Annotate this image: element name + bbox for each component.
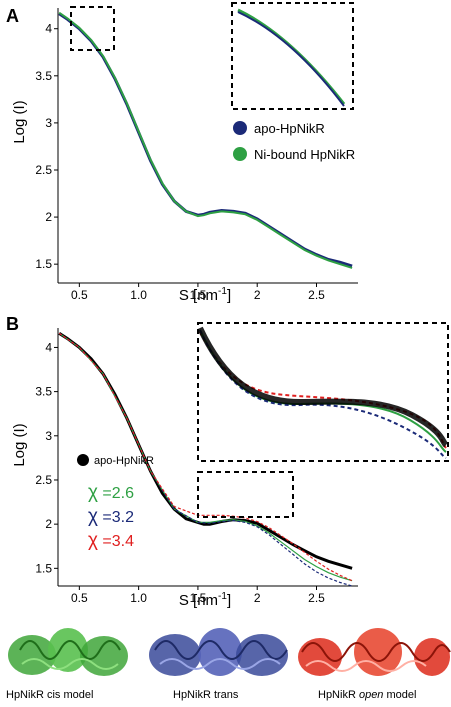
chart-a-xtick-label: 1.0: [130, 288, 147, 302]
chart-a-series-apo-hpnikr: [58, 12, 353, 268]
chart-a-series-ni-bound-hpnikr: [58, 11, 353, 269]
chart-b-inset-box: [197, 322, 449, 462]
chart-a-xtick-label: 2.5: [308, 288, 325, 302]
chart-b-xtick-label: 1.0: [130, 591, 147, 605]
chi-open: χ =3.4: [88, 530, 134, 551]
chart-a-ylabel: Log (I): [11, 100, 28, 143]
chart-a-ytick-label: 4: [45, 22, 52, 36]
chart-b-xtick-label: 1.5: [190, 591, 207, 605]
chart-b-ytick-label: 1.5: [35, 561, 52, 575]
chart-a-ytick-label: 2.5: [35, 163, 52, 177]
chart-b-xtick-label: 2: [254, 591, 261, 605]
legend-b-apo-label: apo-HpNikR: [94, 455, 154, 467]
chart-a-xlabel: S [nm-1]: [179, 286, 231, 304]
chi-cis: χ =2.6: [88, 482, 134, 503]
legend-a-ni-label: Ni-bound HpNikR: [254, 147, 355, 162]
inset-b-data-curve: [197, 326, 449, 448]
chart-b-zoom-box: [197, 471, 294, 518]
caption-cis-model: HpNikR cis model: [6, 689, 94, 701]
chart-b-ytick-label: 4: [45, 340, 52, 354]
inset-a-green-curve: [237, 8, 346, 105]
chi-trans: χ =3.2: [88, 506, 134, 527]
inset-b-trans-curve: [199, 329, 447, 459]
legend-a-apo-marker: [233, 121, 247, 135]
chart-a-inset-box: [231, 2, 354, 110]
chart-a-xtick-label: 1.5: [190, 288, 207, 302]
legend-b-apo-marker: [77, 454, 89, 466]
chart-b-ytick-label: 2.5: [35, 473, 52, 487]
open-model-image: [298, 628, 451, 676]
chart-b-xtick-label: 2.5: [308, 591, 325, 605]
legend-a-apo-label: apo-HpNikR: [254, 121, 325, 136]
caption-open-model: HpNikR open model: [318, 689, 417, 701]
chart-b-ytick-label: 2: [45, 517, 52, 531]
chart-a: 0.5 1.0 1.5 2 2.5 1.5 2 2.5 3 3.5 4: [35, 8, 358, 302]
inset-a-blue-curve: [237, 11, 345, 107]
caption-trans-model: HpNikR trans: [173, 689, 239, 701]
chart-b-xlabel: S [nm-1]: [179, 591, 231, 609]
cis-model-image: [8, 628, 128, 676]
chart-a-xtick-label: 0.5: [71, 288, 88, 302]
panel-a-letter: A: [6, 6, 19, 26]
legend-a-ni-marker: [233, 147, 247, 161]
chart-a-xtick-label: 2: [254, 288, 261, 302]
chart-a-ytick-label: 3.5: [35, 69, 52, 83]
chart-a-ytick-label: 2: [45, 210, 52, 224]
chart-b: 0.5 1.0 1.5 2 2.5 1.5 2 2.5 3 3.5 4: [35, 328, 358, 605]
chart-a-ytick-label: 3: [45, 116, 52, 130]
chart-a-ytick-label: 1.5: [35, 257, 52, 271]
trans-model-image: [149, 628, 288, 676]
chart-b-ytick-label: 3.5: [35, 385, 52, 399]
chart-b-ytick-label: 3: [45, 429, 52, 443]
chart-b-ylabel: Log (I): [11, 423, 28, 466]
chart-a-zoom-box: [70, 6, 115, 51]
chart-b-xtick-label: 0.5: [71, 591, 88, 605]
inset-b-cis-curve: [199, 329, 447, 453]
panel-b-letter: B: [6, 314, 19, 334]
